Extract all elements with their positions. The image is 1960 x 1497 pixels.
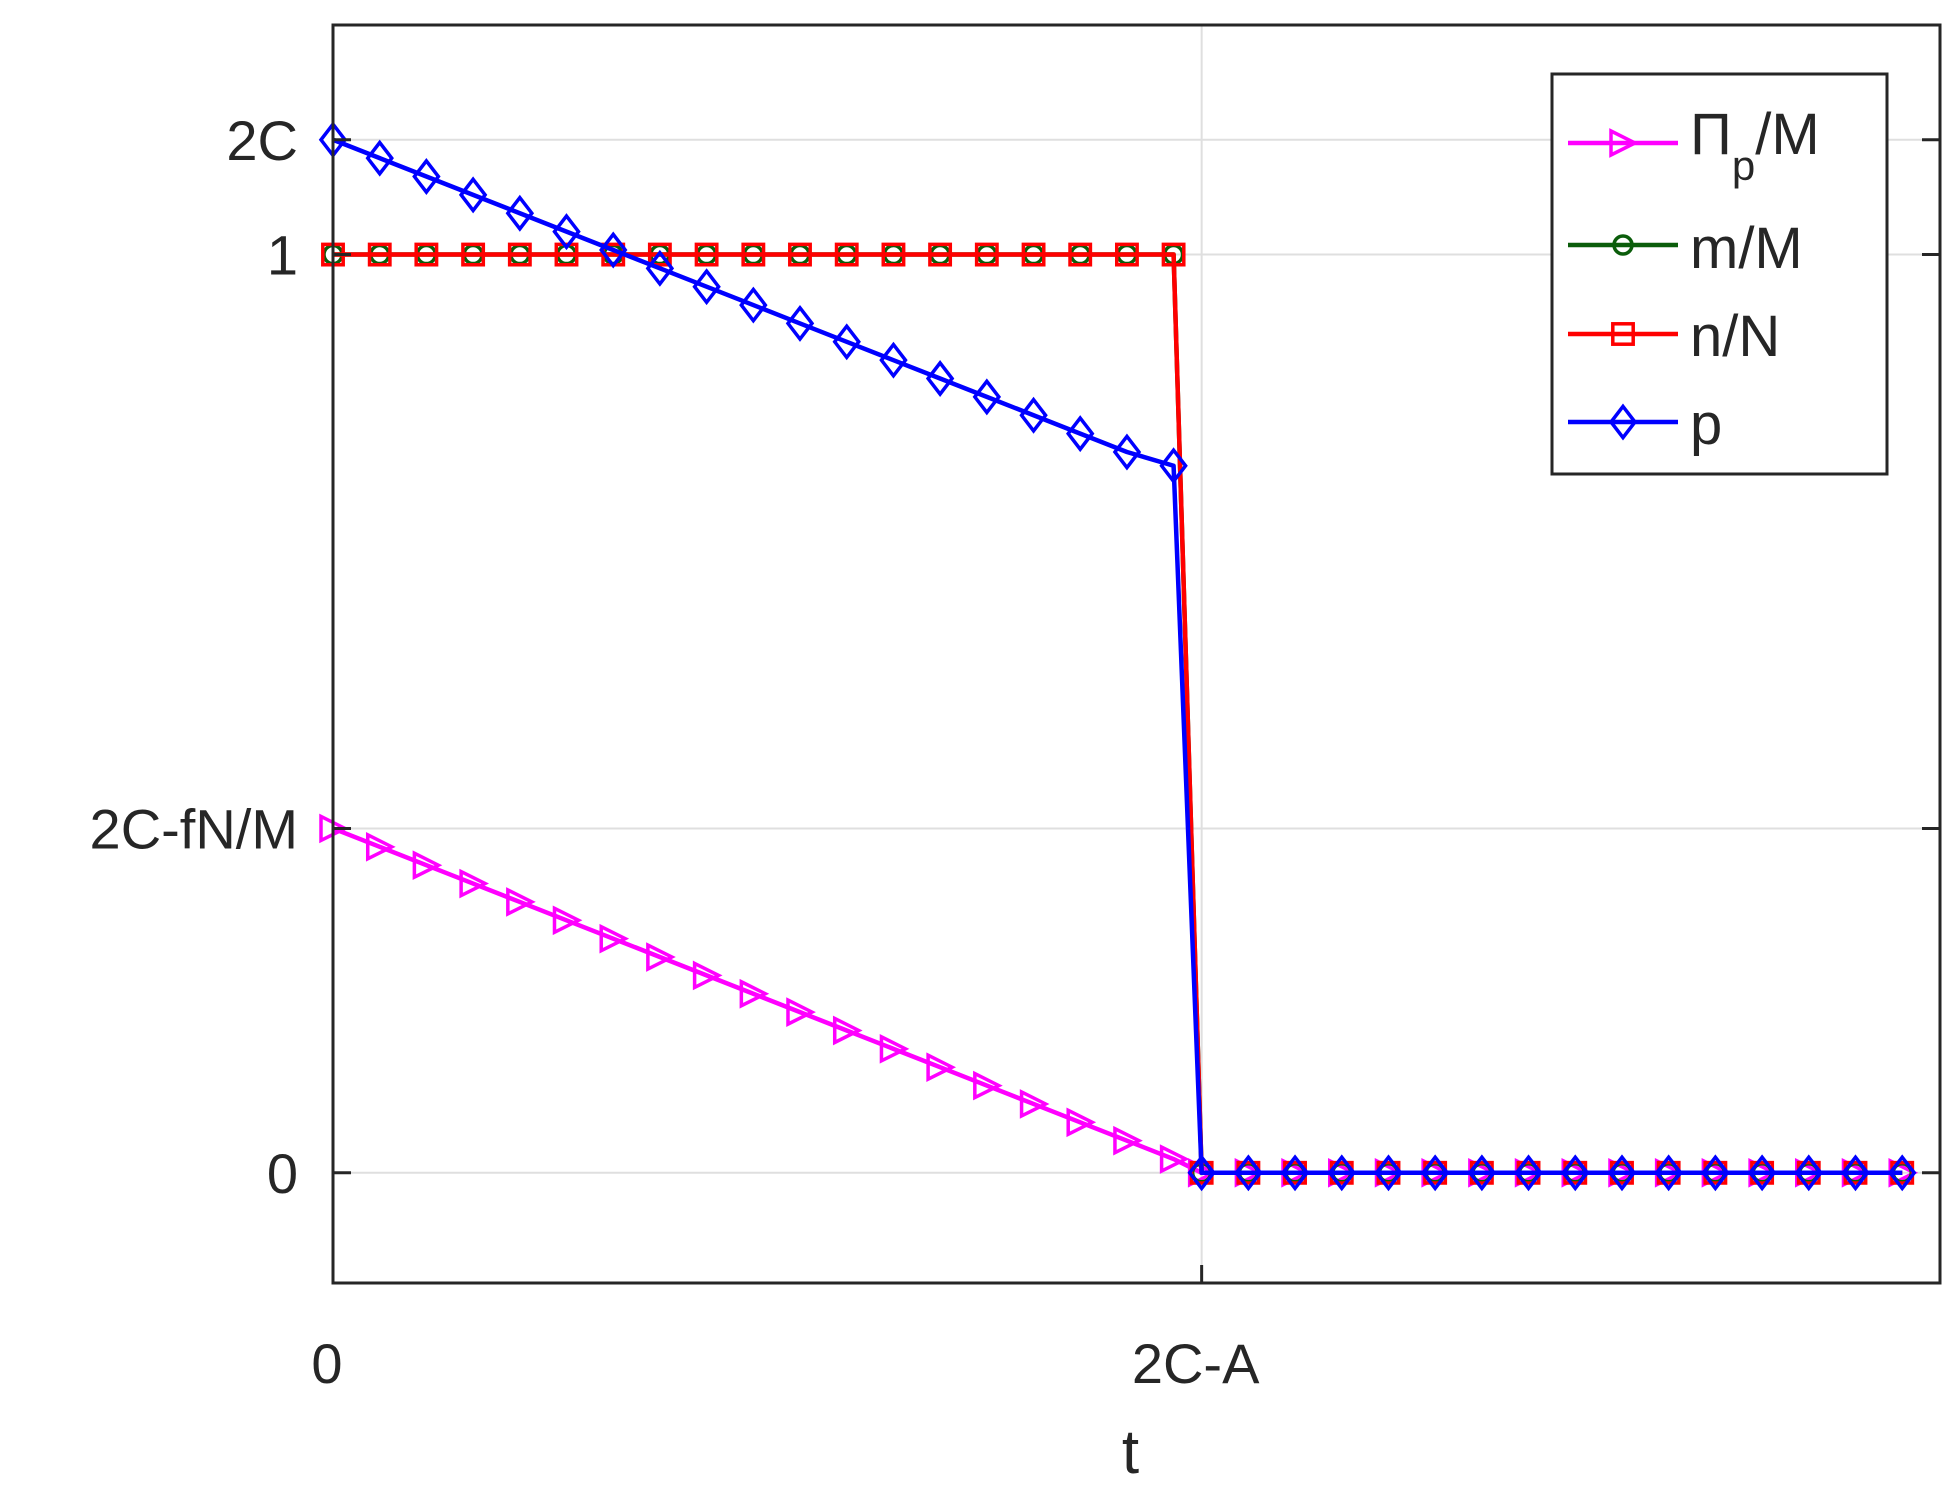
legend-label-m: m/M — [1690, 216, 1803, 281]
series-3-point-18 — [1159, 447, 1188, 485]
legend: Πp/M m/M n/N p — [1550, 72, 1889, 476]
series-3-point-14 — [972, 378, 1002, 416]
series-0-point-11 — [832, 1015, 863, 1046]
series-3-point-8 — [692, 268, 721, 306]
legend-marker-1 — [1612, 234, 1634, 256]
series-3-point-17 — [1112, 433, 1142, 471]
series-3-point-26 — [1514, 1154, 1543, 1192]
x-tick-label-0: 0 — [311, 1332, 342, 1395]
y-tick-label-1: 2C-fN/M — [90, 797, 298, 860]
x-tick-label-1: 2C-A — [1132, 1332, 1260, 1395]
legend-pi-main: Π — [1690, 102, 1732, 167]
series-2-point-18 — [1161, 242, 1186, 267]
series-0-point-15 — [1019, 1089, 1050, 1119]
series-3 — [318, 121, 1917, 1192]
series-0-point-3 — [459, 868, 490, 899]
series-3-point-33 — [1841, 1154, 1870, 1192]
series-0-point-4 — [506, 887, 536, 917]
series-2-point-10 — [788, 242, 812, 267]
legend-pi-tail: /M — [1755, 102, 1819, 167]
series-0-point-8 — [692, 960, 723, 991]
series-3-point-29 — [1654, 1154, 1683, 1192]
series-3-point-19 — [1187, 1154, 1216, 1192]
series-0-point-16 — [1066, 1107, 1097, 1138]
series-3-point-10 — [785, 304, 815, 342]
series-3-point-4 — [505, 194, 535, 232]
x-axis-label: t — [1122, 1418, 1139, 1487]
series-3-point-1 — [365, 139, 394, 177]
series-2-point-17 — [1114, 242, 1139, 267]
series-3-point-12 — [879, 341, 908, 379]
series-3-point-34 — [1888, 1154, 1917, 1192]
series-3-point-27 — [1561, 1154, 1590, 1192]
series-3-point-5 — [552, 213, 581, 251]
series-3-point-7 — [645, 249, 675, 287]
legend-box — [1550, 72, 1889, 476]
series-3-point-24 — [1420, 1154, 1450, 1192]
series-2-point-13 — [928, 242, 953, 267]
series-3-point-2 — [412, 158, 441, 195]
series-3-point-13 — [925, 360, 955, 397]
series-0-point-14 — [973, 1070, 1003, 1101]
series-0-point-12 — [879, 1034, 910, 1064]
series-3-point-20 — [1234, 1154, 1263, 1192]
series-2-point-12 — [881, 242, 906, 267]
legend-pi-sub: p — [1732, 142, 1755, 189]
series-2-point-1 — [367, 242, 392, 267]
series-layer — [318, 121, 1919, 1192]
series-3-point-22 — [1327, 1154, 1356, 1192]
series-3-point-6 — [599, 231, 628, 269]
series-3-line — [332, 137, 1903, 1176]
series-2-point-16 — [1068, 242, 1093, 267]
series-3-point-16 — [1066, 415, 1095, 453]
series-0-point-7 — [646, 942, 676, 972]
series-2-point-15 — [1021, 242, 1046, 267]
series-0-point-6 — [599, 923, 630, 954]
series-0-point-2 — [412, 850, 443, 881]
series-3-point-21 — [1280, 1154, 1310, 1192]
y-tick-label-0: 0 — [267, 1142, 298, 1205]
series-0-point-13 — [926, 1052, 957, 1083]
series-3-point-23 — [1374, 1154, 1403, 1192]
legend-marker-2 — [1611, 322, 1635, 346]
series-0-point-17 — [1113, 1125, 1143, 1156]
series-3-point-15 — [1019, 396, 1048, 434]
legend-marker-0 — [1609, 128, 1639, 158]
series-3-point-31 — [1747, 1154, 1777, 1192]
plot-frame — [331, 23, 1942, 1285]
series-2-point-3 — [461, 242, 486, 267]
series-2-point-7 — [647, 242, 672, 267]
series-0-point-10 — [786, 997, 816, 1027]
series-2-point-9 — [741, 242, 766, 267]
series-3-point-25 — [1467, 1154, 1497, 1192]
legend-marker-3 — [1608, 403, 1638, 441]
ticks: 0 2C-fN/M 1 2C 0 2C-A — [90, 109, 1940, 1395]
legend-label-pi: Πp/M — [1690, 102, 1820, 189]
y-tick-label-3: 2C — [226, 109, 298, 172]
legend-label-n: n/N — [1690, 304, 1780, 369]
series-3-point-28 — [1607, 1154, 1637, 1192]
series-2-point-14 — [974, 242, 999, 267]
legend-label-p: p — [1690, 392, 1722, 457]
series-0-point-5 — [552, 905, 583, 936]
series-3-point-30 — [1701, 1154, 1730, 1192]
series-2-point-8 — [694, 242, 719, 267]
series-3-point-11 — [832, 323, 861, 361]
series-3-point-32 — [1794, 1154, 1823, 1192]
series-0-point-18 — [1159, 1144, 1190, 1174]
series-2-point-2 — [414, 242, 439, 267]
series-3-point-9 — [739, 286, 768, 324]
series-2-point-4 — [507, 242, 532, 267]
series-0-point-1 — [365, 832, 396, 862]
series-0-point-9 — [739, 978, 770, 1009]
y-tick-label-2: 1 — [267, 224, 298, 287]
series-3-point-3 — [458, 176, 488, 214]
series-2-point-11 — [834, 242, 859, 267]
